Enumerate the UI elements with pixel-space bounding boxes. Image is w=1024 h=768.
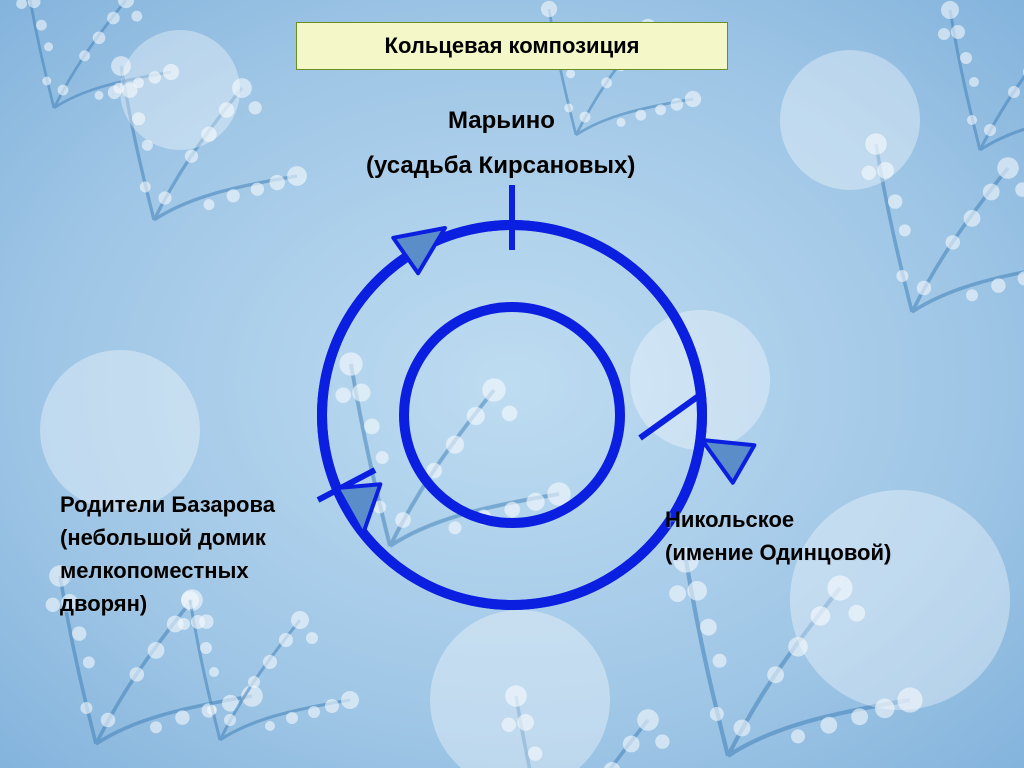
label-left-line4: дворян): [60, 589, 147, 619]
label-left-line3: мелкопоместных: [60, 556, 249, 586]
label-top-line1: Марьино: [448, 105, 555, 137]
label-right-line2: (имение Одинцовой): [665, 538, 891, 568]
label-top-line2: (усадьба Кирсановых): [366, 150, 635, 182]
title-box: Кольцевая композиция: [296, 22, 728, 70]
title-text: Кольцевая композиция: [385, 33, 640, 58]
label-left-line2: (небольшой домик: [60, 523, 266, 553]
label-left-line1: Родители Базарова: [60, 490, 275, 520]
slide: Кольцевая композиция Марьино (усадьба Ки…: [0, 0, 1024, 768]
label-right-line1: Никольское: [665, 505, 794, 535]
